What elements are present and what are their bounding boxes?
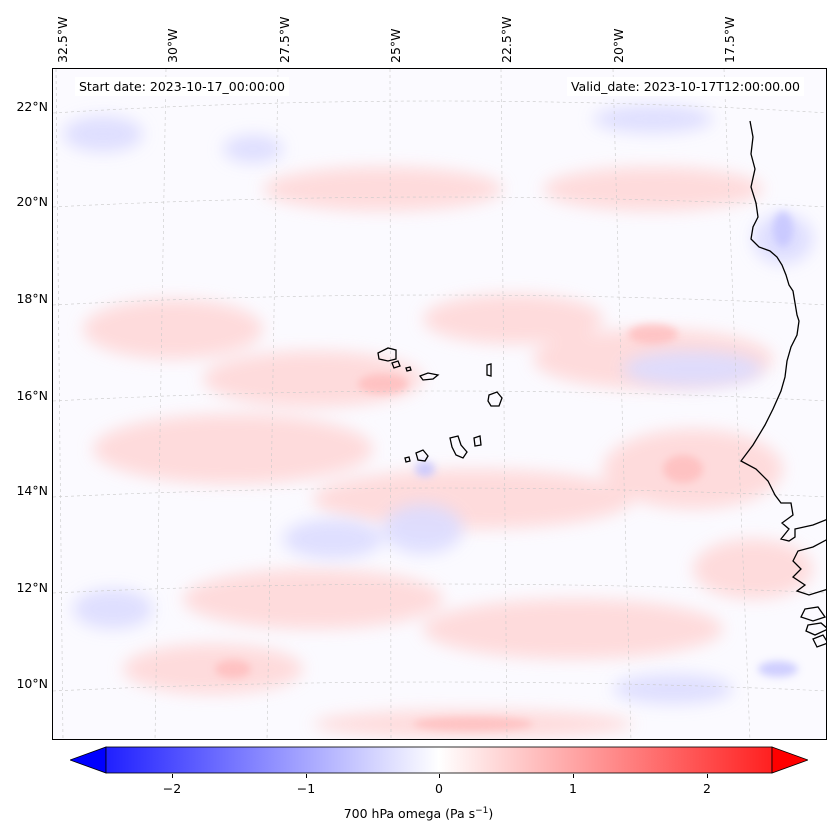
colorbar-extend-max	[771, 746, 808, 774]
island-sal	[486, 363, 492, 377]
island-sao-vicente	[391, 360, 401, 369]
colorbar-label: 700 hPa omega (Pa s−1)	[0, 806, 837, 821]
guinea-bissau-islands	[800, 606, 826, 636]
lon-label-32-5w: 32.5°W	[55, 16, 70, 63]
lat-label-20n: 20°N	[16, 194, 48, 209]
colorbar-tick-mark-0	[439, 774, 440, 778]
colorbar	[70, 746, 808, 774]
lon-label-22-5w: 22.5°W	[499, 16, 514, 63]
island-sao-nicolau	[418, 372, 440, 381]
coastline	[740, 120, 826, 648]
strong-positive-patches	[215, 324, 703, 731]
colorbar-tick-mark-neg1	[306, 774, 307, 778]
omega-field-map	[53, 69, 826, 739]
lat-label-18n: 18°N	[16, 291, 48, 306]
colorbar-label-close: )	[488, 806, 494, 822]
senegal-gambia-coast	[791, 539, 826, 596]
island-fogo	[415, 449, 429, 462]
colorbar-label-text: 700 hPa omega (Pa s	[343, 806, 476, 822]
colorbar-tick-neg2: −2	[162, 781, 182, 796]
colorbar-tick-mark-neg2	[172, 774, 173, 778]
colorbar-tick-0: 0	[435, 781, 443, 796]
lon-label-25w: 25°W	[388, 28, 403, 63]
island-santo-antao	[377, 347, 397, 362]
island-brava	[404, 456, 411, 463]
lat-label-16n: 16°N	[16, 388, 48, 403]
colorbar-tick-mark-1	[573, 774, 574, 778]
island-boa-vista	[487, 391, 503, 407]
africa-coastline	[740, 120, 826, 542]
island-santa-luzia	[405, 366, 412, 372]
bissagos-islands	[812, 634, 826, 648]
colorbar-body	[105, 746, 773, 774]
colorbar-tick-1: 1	[569, 781, 577, 796]
cape-verde-islands	[377, 347, 503, 463]
lon-label-20w: 20°W	[611, 28, 626, 63]
valid-date-label: Valid_date: 2023-10-17T12:00:00.00	[566, 77, 804, 96]
colorbar-tick-mark-2	[707, 774, 708, 778]
island-santiago	[449, 435, 468, 459]
lat-label-10n: 10°N	[16, 676, 48, 691]
lat-label-12n: 12°N	[16, 580, 48, 595]
lat-label-22n: 22°N	[16, 99, 48, 114]
lon-label-30w: 30°W	[165, 28, 180, 63]
colorbar-extend-min	[70, 746, 107, 774]
strong-negative-patches	[415, 211, 798, 677]
lon-label-17-5w: 17.5°W	[722, 16, 737, 63]
lat-label-14n: 14°N	[16, 483, 48, 498]
colorbar-tick-neg1: −1	[296, 781, 316, 796]
colorbar-tick-2: 2	[703, 781, 711, 796]
lon-label-27-5w: 27.5°W	[277, 16, 292, 63]
gridlines	[53, 69, 826, 739]
map-panel: Start date: 2023-10-17_00:00:00 Valid_da…	[52, 68, 827, 740]
island-maio	[473, 435, 482, 447]
start-date-label: Start date: 2023-10-17_00:00:00	[75, 77, 289, 96]
colorbar-label-exponent: −1	[475, 806, 489, 816]
